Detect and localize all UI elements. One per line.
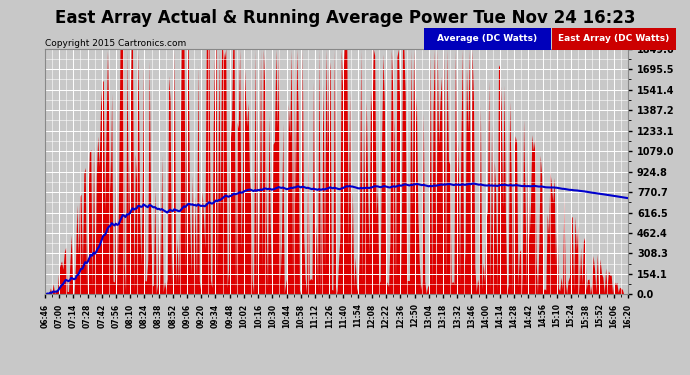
Text: Copyright 2015 Cartronics.com: Copyright 2015 Cartronics.com — [45, 39, 186, 48]
Text: East Array Actual & Running Average Power Tue Nov 24 16:23: East Array Actual & Running Average Powe… — [55, 9, 635, 27]
Text: East Array (DC Watts): East Array (DC Watts) — [558, 34, 670, 43]
Text: Average (DC Watts): Average (DC Watts) — [437, 34, 538, 43]
